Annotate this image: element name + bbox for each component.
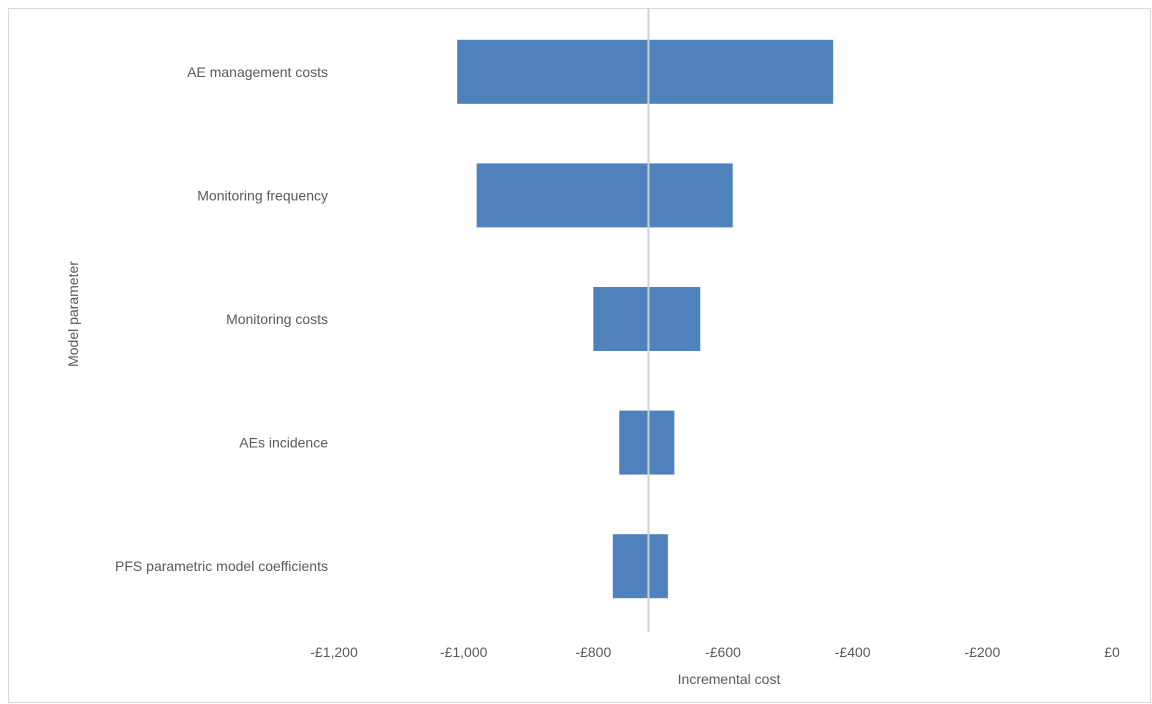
bar-1 xyxy=(476,163,733,228)
bar-0 xyxy=(457,39,834,104)
bars-layer xyxy=(457,39,834,599)
x-tick-label: -£1,200 xyxy=(310,644,358,660)
x-tick-label: -£600 xyxy=(705,644,741,660)
category-label: AE management costs xyxy=(187,64,328,80)
x-tick-label: -£800 xyxy=(575,644,611,660)
x-tick-label: £0 xyxy=(1104,644,1120,660)
bar-2 xyxy=(593,287,701,351)
x-tick-label: -£1,000 xyxy=(440,644,488,660)
category-labels: AE management costs Monitoring frequency M… xyxy=(115,64,328,574)
x-tick-label: -£200 xyxy=(964,644,1000,660)
category-label: Monitoring costs xyxy=(226,311,328,327)
category-label: AEs incidence xyxy=(239,435,328,451)
chart-frame xyxy=(8,8,1151,703)
bar-3 xyxy=(619,410,675,475)
bar-4 xyxy=(612,534,668,599)
x-tick-label: -£400 xyxy=(835,644,871,660)
x-axis-title: Incremental cost xyxy=(678,671,781,687)
x-tick-labels: -£1,200 -£1,000 -£800 -£600 -£400 -£200 £0 xyxy=(310,644,1120,660)
category-label: Monitoring frequency xyxy=(197,187,328,203)
y-axis-title: Model parameter xyxy=(65,261,81,367)
category-label: PFS parametric model coefficients xyxy=(115,558,328,574)
